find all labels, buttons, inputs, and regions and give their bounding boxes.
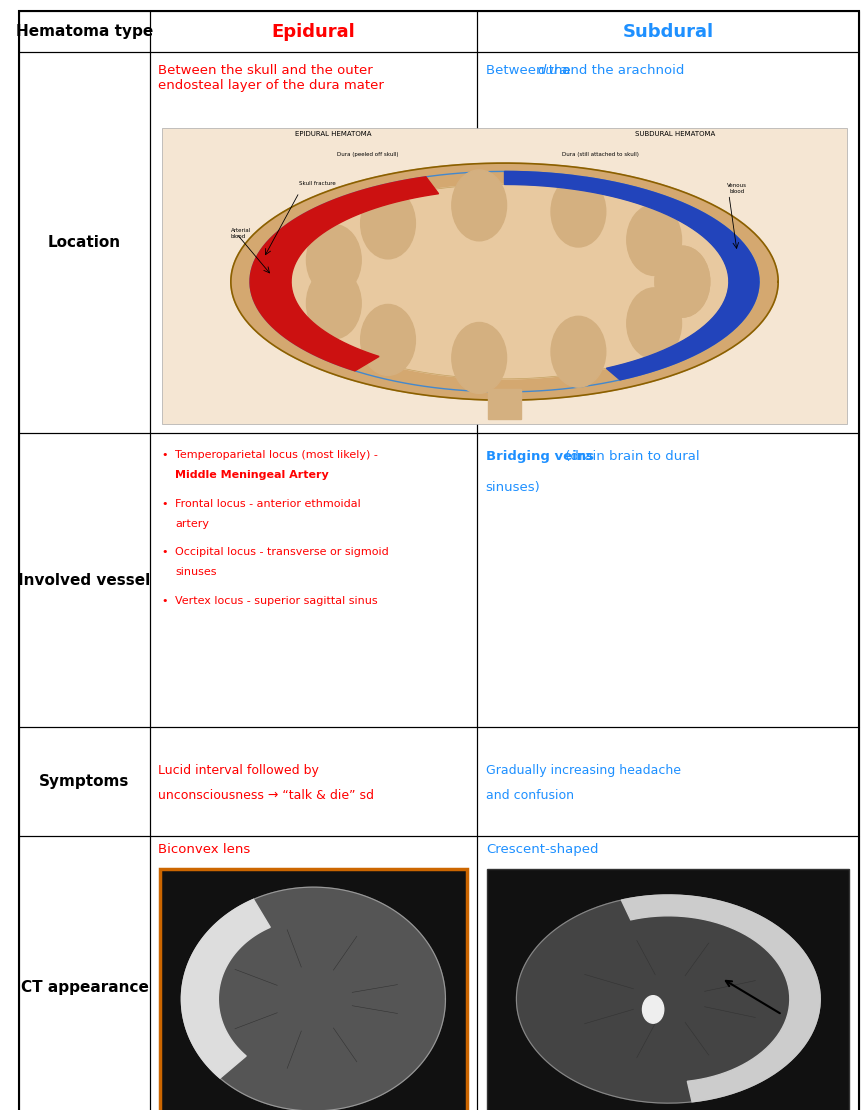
Polygon shape — [621, 895, 820, 1102]
Bar — [19, 727, 149, 836]
Text: Dura (peeled off skull): Dura (peeled off skull) — [337, 152, 398, 158]
Bar — [19, 52, 149, 433]
Polygon shape — [280, 184, 729, 379]
Circle shape — [452, 170, 507, 241]
Circle shape — [452, 323, 507, 393]
Circle shape — [627, 204, 681, 275]
Text: unconsciousness → “talk & die” sd: unconsciousness → “talk & die” sd — [158, 789, 374, 803]
Polygon shape — [181, 899, 270, 1078]
Text: Middle Meningeal Artery: Middle Meningeal Artery — [175, 470, 329, 480]
Circle shape — [306, 224, 361, 295]
Text: Vertex locus - superior sagittal sinus: Vertex locus - superior sagittal sinus — [175, 596, 378, 606]
Circle shape — [655, 246, 710, 317]
Bar — [160, 869, 467, 1110]
Polygon shape — [181, 887, 445, 1110]
Bar — [19, 11, 149, 52]
Text: Between the: Between the — [486, 63, 575, 77]
Bar — [19, 433, 149, 727]
Text: and confusion: and confusion — [486, 789, 574, 803]
Bar — [488, 390, 521, 418]
Text: •: • — [161, 450, 168, 460]
Bar — [149, 433, 477, 727]
Text: Biconvex lens: Biconvex lens — [158, 844, 250, 857]
Text: Arterial
blood: Arterial blood — [231, 228, 251, 239]
Bar — [477, 727, 859, 836]
Bar — [477, 52, 859, 433]
Text: Epidural: Epidural — [272, 23, 355, 41]
Polygon shape — [231, 163, 778, 401]
Text: Lucid interval followed by: Lucid interval followed by — [158, 764, 319, 777]
Text: Frontal locus - anterior ethmoidal: Frontal locus - anterior ethmoidal — [175, 498, 361, 508]
Text: Crescent-shaped: Crescent-shaped — [486, 844, 598, 857]
Circle shape — [361, 188, 416, 259]
Text: Location: Location — [48, 235, 121, 250]
Bar — [477, 836, 859, 1110]
Text: Occipital locus - transverse or sigmoid: Occipital locus - transverse or sigmoid — [175, 547, 389, 557]
Bar — [488, 869, 849, 1110]
Polygon shape — [516, 895, 820, 1103]
Text: sinuses: sinuses — [175, 567, 217, 577]
Circle shape — [551, 176, 606, 248]
Text: •: • — [161, 547, 168, 557]
Circle shape — [655, 246, 710, 317]
Text: •: • — [161, 596, 168, 606]
Text: artery: artery — [175, 518, 209, 528]
Text: Hematoma type: Hematoma type — [16, 24, 153, 39]
Bar — [162, 128, 846, 424]
Text: Temperoparietal locus (most likely) -: Temperoparietal locus (most likely) - — [175, 450, 378, 460]
Text: •: • — [161, 498, 168, 508]
Bar — [149, 727, 477, 836]
Text: Gradually increasing headache: Gradually increasing headache — [486, 764, 681, 777]
Text: SUBDURAL HEMATOMA: SUBDURAL HEMATOMA — [635, 131, 715, 138]
Circle shape — [627, 287, 681, 359]
Text: (drain brain to dural: (drain brain to dural — [562, 450, 700, 463]
Text: Dura (still attached to skull): Dura (still attached to skull) — [562, 152, 639, 158]
Text: Symptoms: Symptoms — [39, 774, 129, 789]
Text: Bridging veins: Bridging veins — [486, 450, 594, 463]
Circle shape — [642, 996, 664, 1023]
Text: sinuses): sinuses) — [486, 481, 541, 494]
Bar — [149, 836, 477, 1110]
Text: Involved vessel: Involved vessel — [18, 573, 151, 587]
Text: Between the skull and the outer
endosteal layer of the dura mater: Between the skull and the outer endostea… — [158, 63, 384, 91]
Bar — [149, 11, 477, 52]
Circle shape — [551, 316, 606, 387]
Bar — [477, 11, 859, 52]
Bar — [477, 433, 859, 727]
Text: Venous
blood: Venous blood — [727, 183, 747, 194]
Text: Skull fracture: Skull fracture — [299, 181, 336, 186]
Text: EPIDURAL HEMATOMA: EPIDURAL HEMATOMA — [295, 131, 372, 138]
Circle shape — [361, 304, 416, 375]
Text: Subdural: Subdural — [622, 23, 713, 41]
Text: CT appearance: CT appearance — [21, 980, 148, 996]
Bar — [19, 836, 149, 1110]
Polygon shape — [504, 171, 759, 380]
Text: and the arachnoid: and the arachnoid — [558, 63, 684, 77]
Circle shape — [306, 268, 361, 339]
Bar — [149, 52, 477, 433]
Text: dura: dura — [537, 63, 568, 77]
Polygon shape — [250, 176, 438, 371]
